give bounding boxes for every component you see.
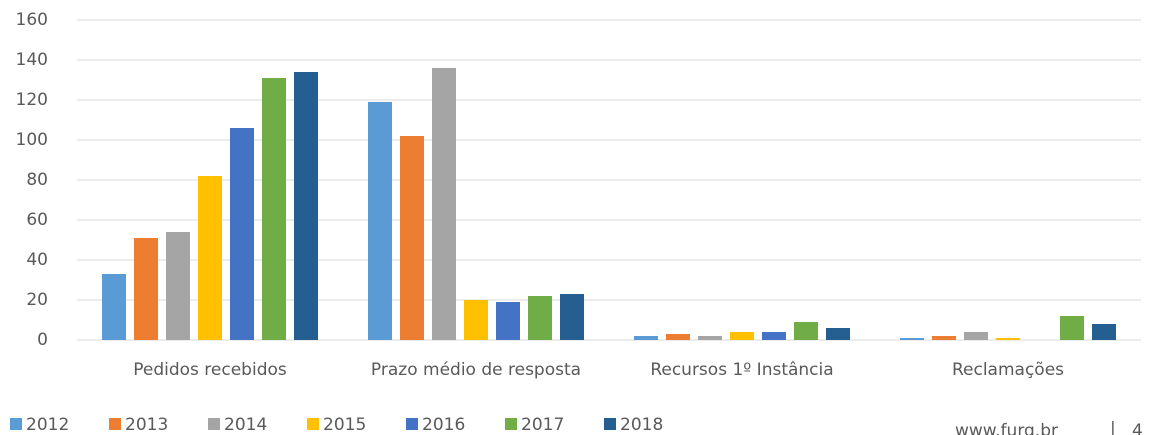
x-tick-label: Pedidos recebidos (133, 360, 287, 380)
x-tick-label: Recursos 1º Instância (650, 360, 833, 380)
legend-swatch (406, 418, 418, 430)
footer-separator: | (1110, 419, 1116, 435)
legend-swatch (208, 418, 220, 430)
y-tick-label: 80 (26, 170, 48, 190)
footer-page: 4 (1132, 421, 1143, 435)
bar (996, 338, 1020, 340)
bar (730, 332, 754, 340)
y-tick-label: 120 (16, 90, 48, 110)
bar (496, 302, 520, 340)
bar (528, 296, 552, 340)
bar (230, 128, 254, 340)
legend-label: 2013 (125, 415, 168, 435)
legend-label: 2014 (224, 415, 267, 435)
legend-label: 2015 (323, 415, 366, 435)
bar (698, 336, 722, 340)
x-tick-label: Reclamações (952, 360, 1064, 380)
bar (762, 332, 786, 340)
bar (262, 78, 286, 340)
legend-label: 2017 (521, 415, 564, 435)
bar (464, 300, 488, 340)
bar (368, 102, 392, 340)
bar (932, 336, 956, 340)
bar (432, 68, 456, 340)
legend-label: 2018 (620, 415, 663, 435)
bar (826, 328, 850, 340)
y-tick-label: 0 (37, 330, 48, 350)
y-tick-label: 160 (16, 10, 48, 30)
bar (102, 274, 126, 340)
bar (794, 322, 818, 340)
legend-swatch (307, 418, 319, 430)
legend-swatch (109, 418, 121, 430)
bar (1060, 316, 1084, 340)
bar (400, 136, 424, 340)
y-tick-label: 140 (16, 50, 48, 70)
bar (900, 338, 924, 340)
legend-swatch (10, 418, 22, 430)
legend-label: 2012 (26, 415, 69, 435)
y-tick-label: 100 (16, 130, 48, 150)
footer-url: www.furg.br (955, 421, 1058, 435)
bar (198, 176, 222, 340)
legend-swatch (604, 418, 616, 430)
bar (634, 336, 658, 340)
y-tick-label: 60 (26, 210, 48, 230)
bar (964, 332, 988, 340)
bar (166, 232, 190, 340)
legend-label: 2016 (422, 415, 465, 435)
bar (560, 294, 584, 340)
bar (294, 72, 318, 340)
y-tick-label: 20 (26, 290, 48, 310)
bar (1092, 324, 1116, 340)
y-tick-label: 40 (26, 250, 48, 270)
bar (666, 334, 690, 340)
x-tick-label: Prazo médio de resposta (371, 360, 581, 380)
legend-swatch (505, 418, 517, 430)
bar (134, 238, 158, 340)
